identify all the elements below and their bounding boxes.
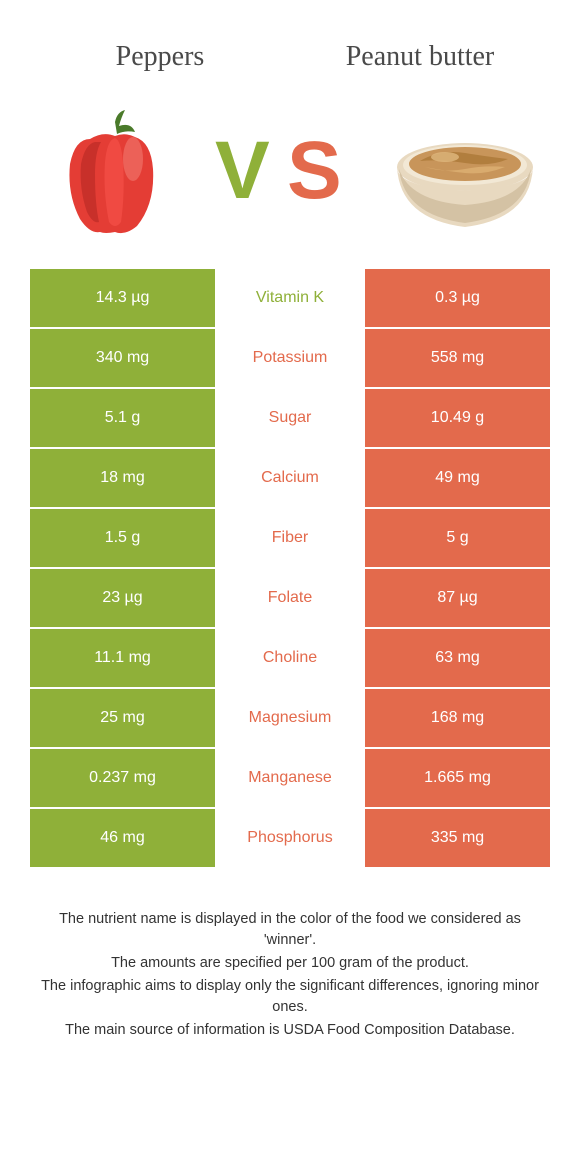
- nutrient-label-cell: Calcium: [215, 449, 365, 507]
- left-title: Peppers: [30, 40, 290, 74]
- left-value-cell: 11.1 mg: [30, 629, 215, 687]
- right-value-cell: 168 mg: [365, 689, 550, 747]
- table-row: 1.5 gFiber5 g: [30, 509, 550, 567]
- left-value-cell: 0.237 mg: [30, 749, 215, 807]
- right-value-cell: 63 mg: [365, 629, 550, 687]
- right-value-cell: 335 mg: [365, 809, 550, 867]
- left-value-cell: 23 µg: [30, 569, 215, 627]
- left-value-cell: 14.3 µg: [30, 269, 215, 327]
- table-row: 11.1 mgCholine63 mg: [30, 629, 550, 687]
- right-value-cell: 558 mg: [365, 329, 550, 387]
- footer-line-3: The infographic aims to display only the…: [40, 976, 540, 1018]
- peanut-butter-bowl-icon: [390, 109, 540, 239]
- left-value-cell: 1.5 g: [30, 509, 215, 567]
- right-value-cell: 1.665 mg: [365, 749, 550, 807]
- table-row: 25 mgMagnesium168 mg: [30, 689, 550, 747]
- comparison-table: 14.3 µgVitamin K0.3 µg340 mgPotassium558…: [0, 269, 580, 867]
- nutrient-label-cell: Phosphorus: [215, 809, 365, 867]
- right-image-col: [380, 109, 550, 239]
- table-row: 14.3 µgVitamin K0.3 µg: [30, 269, 550, 327]
- right-value-cell: 49 mg: [365, 449, 550, 507]
- nutrient-label-cell: Magnesium: [215, 689, 365, 747]
- table-row: 18 mgCalcium49 mg: [30, 449, 550, 507]
- nutrient-label-cell: Sugar: [215, 389, 365, 447]
- left-title-col: Peppers: [30, 40, 290, 74]
- nutrient-label-cell: Manganese: [215, 749, 365, 807]
- nutrient-label-cell: Fiber: [215, 509, 365, 567]
- right-title-col: Peanut butter: [290, 40, 550, 74]
- table-row: 340 mgPotassium558 mg: [30, 329, 550, 387]
- nutrient-label-cell: Vitamin K: [215, 269, 365, 327]
- left-value-cell: 46 mg: [30, 809, 215, 867]
- header-titles: Peppers Peanut butter: [0, 0, 580, 74]
- table-row: 5.1 gSugar10.49 g: [30, 389, 550, 447]
- footer-line-4: The main source of information is USDA F…: [40, 1020, 540, 1041]
- left-value-cell: 340 mg: [30, 329, 215, 387]
- right-value-cell: 5 g: [365, 509, 550, 567]
- table-row: 23 µgFolate87 µg: [30, 569, 550, 627]
- left-value-cell: 25 mg: [30, 689, 215, 747]
- table-row: 46 mgPhosphorus335 mg: [30, 809, 550, 867]
- svg-text:V: V: [215, 126, 270, 216]
- red-bell-pepper-icon: [45, 104, 185, 244]
- left-value-cell: 5.1 g: [30, 389, 215, 447]
- left-value-cell: 18 mg: [30, 449, 215, 507]
- footer-line-1: The nutrient name is displayed in the co…: [40, 909, 540, 951]
- footer-line-2: The amounts are specified per 100 gram o…: [40, 953, 540, 974]
- right-title: Peanut butter: [290, 40, 550, 74]
- nutrient-label-cell: Folate: [215, 569, 365, 627]
- right-value-cell: 0.3 µg: [365, 269, 550, 327]
- vs-label: V S: [215, 126, 365, 216]
- vs-col: V S: [200, 126, 380, 221]
- images-row: V S: [0, 74, 580, 269]
- nutrient-label-cell: Potassium: [215, 329, 365, 387]
- right-value-cell: 10.49 g: [365, 389, 550, 447]
- right-value-cell: 87 µg: [365, 569, 550, 627]
- nutrient-label-cell: Choline: [215, 629, 365, 687]
- left-image-col: [30, 104, 200, 244]
- table-row: 0.237 mgManganese1.665 mg: [30, 749, 550, 807]
- svg-text:S: S: [287, 126, 342, 216]
- footer-notes: The nutrient name is displayed in the co…: [0, 869, 580, 1041]
